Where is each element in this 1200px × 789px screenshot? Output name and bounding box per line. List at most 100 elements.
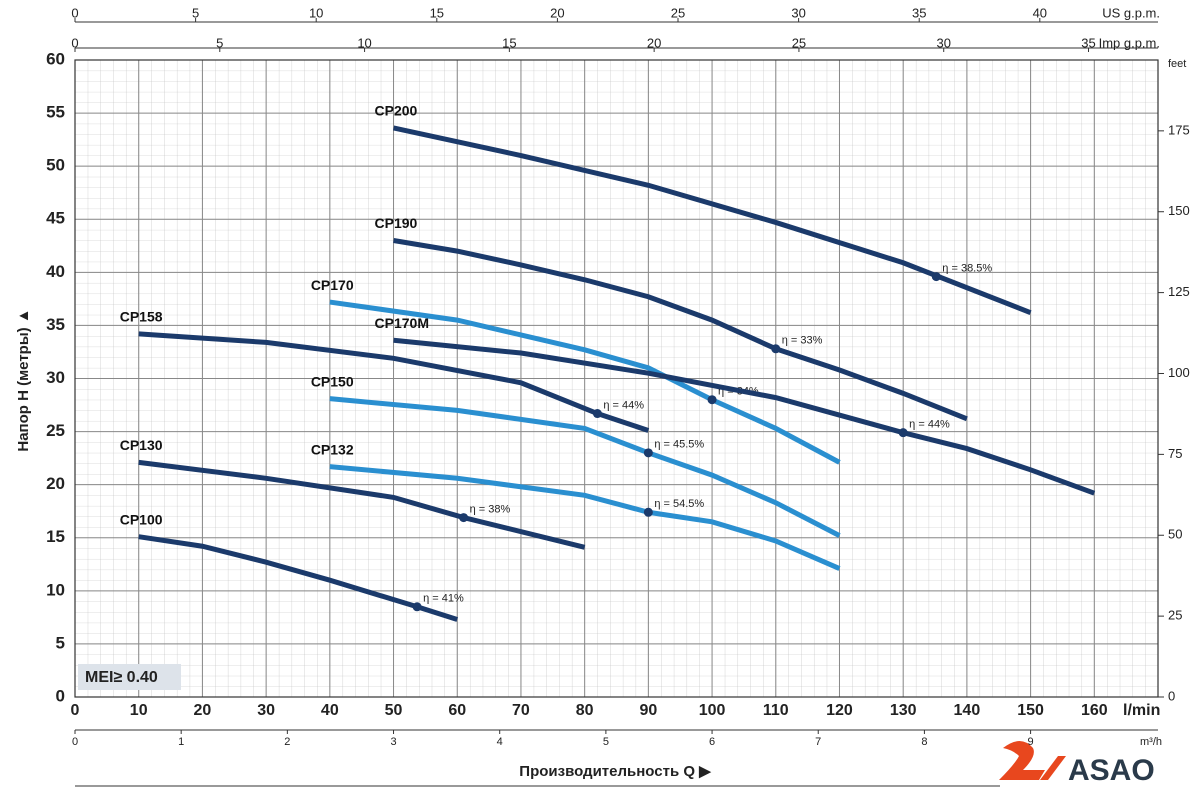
x-tick-label: 70: [512, 702, 530, 719]
series-name: CP158: [120, 309, 163, 325]
x-tick-label: 20: [194, 702, 212, 719]
bep-point: [412, 602, 422, 612]
top-tick-label: 5: [216, 35, 223, 50]
x-unit: l/min: [1123, 702, 1160, 719]
x-tick-label: 10: [130, 702, 148, 719]
x-tick-label: 60: [448, 702, 466, 719]
top-tick-label: 40: [1033, 5, 1047, 20]
m3h-tick-label: 5: [603, 736, 609, 748]
top-tick-label: 20: [550, 5, 564, 20]
bep-label: η = 44%: [603, 399, 644, 411]
m3h-tick-label: 7: [815, 736, 821, 748]
pump-curve: [138, 331, 650, 433]
badge-box: [78, 664, 181, 690]
x-tick-label: 50: [385, 702, 403, 719]
feet-unit: feet: [1168, 58, 1186, 70]
top-tick-label: 15: [430, 5, 444, 20]
top-tick-label: 10: [357, 35, 371, 50]
bep-point: [898, 428, 908, 438]
plot-frame: [74, 59, 1159, 698]
pump-curve: [138, 534, 458, 622]
top-tick-label: 10: [309, 5, 323, 20]
y-tick-label: 30: [46, 368, 65, 387]
m3h-tick-label: 8: [921, 736, 927, 748]
logo-stripe: [1040, 756, 1066, 780]
x-tick-label: 130: [890, 702, 917, 719]
logo-icon: [999, 741, 1045, 780]
top-tick-label: 30: [791, 5, 805, 20]
top-tick-label: 35: [912, 5, 926, 20]
feet-tick-label: 175: [1168, 122, 1190, 137]
bep-point: [771, 344, 781, 354]
pump-curve: [329, 299, 841, 465]
x-tick-label: 110: [763, 702, 789, 719]
bep-point: [707, 395, 717, 405]
y-tick-label: 5: [56, 633, 65, 652]
top-tick-label: 0: [71, 35, 78, 50]
bep-label: η = 45.5%: [654, 439, 704, 451]
series-name: CP170: [311, 277, 354, 293]
pump-curve: [393, 238, 968, 422]
top-tick-label: 5: [192, 5, 199, 20]
bep-point: [459, 513, 469, 523]
x-tick-label: 0: [71, 702, 80, 719]
m3h-unit: m³/h: [1140, 736, 1162, 748]
bep-point: [643, 448, 653, 458]
brand: ASAO: [1068, 754, 1155, 787]
top-tick-label: 30: [936, 35, 950, 50]
m3h-tick-label: 2: [284, 736, 290, 748]
feet-tick-label: 100: [1168, 365, 1190, 380]
y-tick-label: 25: [46, 421, 65, 440]
top-tick-label: 0: [71, 5, 78, 20]
top-tick-label: 15: [502, 35, 516, 50]
top-unit: US g.p.m.: [1102, 5, 1160, 20]
top-tick-label: 25: [792, 35, 806, 50]
series-name: CP100: [120, 511, 163, 527]
bep-point: [643, 507, 653, 517]
feet-tick-label: 25: [1168, 608, 1182, 623]
y-tick-label: 50: [46, 156, 65, 175]
x-tick-label: 150: [1017, 702, 1044, 719]
bep-point: [592, 409, 602, 419]
m3h-tick-label: 6: [709, 736, 715, 748]
bep-label: η = 41%: [423, 593, 464, 605]
y-tick-label: 60: [46, 49, 65, 68]
top-tick-label: 35: [1081, 35, 1095, 50]
x-tick-label: 30: [257, 702, 275, 719]
x-tick-label: 80: [576, 702, 594, 719]
feet-tick-label: 0: [1168, 688, 1175, 703]
y-tick-label: 45: [46, 209, 65, 228]
series-name: CP170M: [375, 315, 429, 331]
series-name: CP200: [375, 103, 418, 119]
x-tick-label: 120: [826, 702, 853, 719]
pump-curve: [393, 337, 1096, 496]
feet-tick-label: 75: [1168, 446, 1182, 461]
bep-label: η = 38%: [470, 503, 511, 515]
y-tick-label: 20: [46, 474, 65, 493]
bep-label: η = 38.5%: [942, 262, 992, 274]
x-tick-label: 40: [321, 702, 339, 719]
feet-tick-label: 150: [1168, 203, 1190, 218]
y-tick-label: 40: [46, 262, 65, 281]
x-tick-label: 100: [699, 702, 726, 719]
series-name: CP150: [311, 373, 354, 389]
y-axis-label: Напор H (метры) ▲: [15, 308, 32, 451]
top-unit: Imp g.p.m.: [1099, 35, 1160, 50]
x-tick-label: 90: [639, 702, 657, 719]
pump-curve: [392, 125, 1032, 316]
bep-label: η = 44%: [909, 419, 950, 431]
bep-point: [931, 272, 941, 282]
feet-tick-label: 50: [1168, 527, 1182, 542]
bep-label: η = 54.5%: [654, 498, 704, 510]
x-axis-label: Производительность Q ▶: [519, 763, 712, 780]
m3h-tick-label: 0: [72, 736, 78, 748]
m3h-tick-label: 1: [178, 736, 184, 748]
y-tick-label: 15: [46, 527, 65, 546]
x-tick-label: 160: [1081, 702, 1108, 719]
m3h-tick-label: 3: [390, 736, 396, 748]
y-tick-label: 10: [46, 580, 65, 599]
m3h-tick-label: 4: [497, 736, 503, 748]
bep-label: η = 33%: [782, 335, 823, 347]
top-tick-label: 25: [671, 5, 685, 20]
